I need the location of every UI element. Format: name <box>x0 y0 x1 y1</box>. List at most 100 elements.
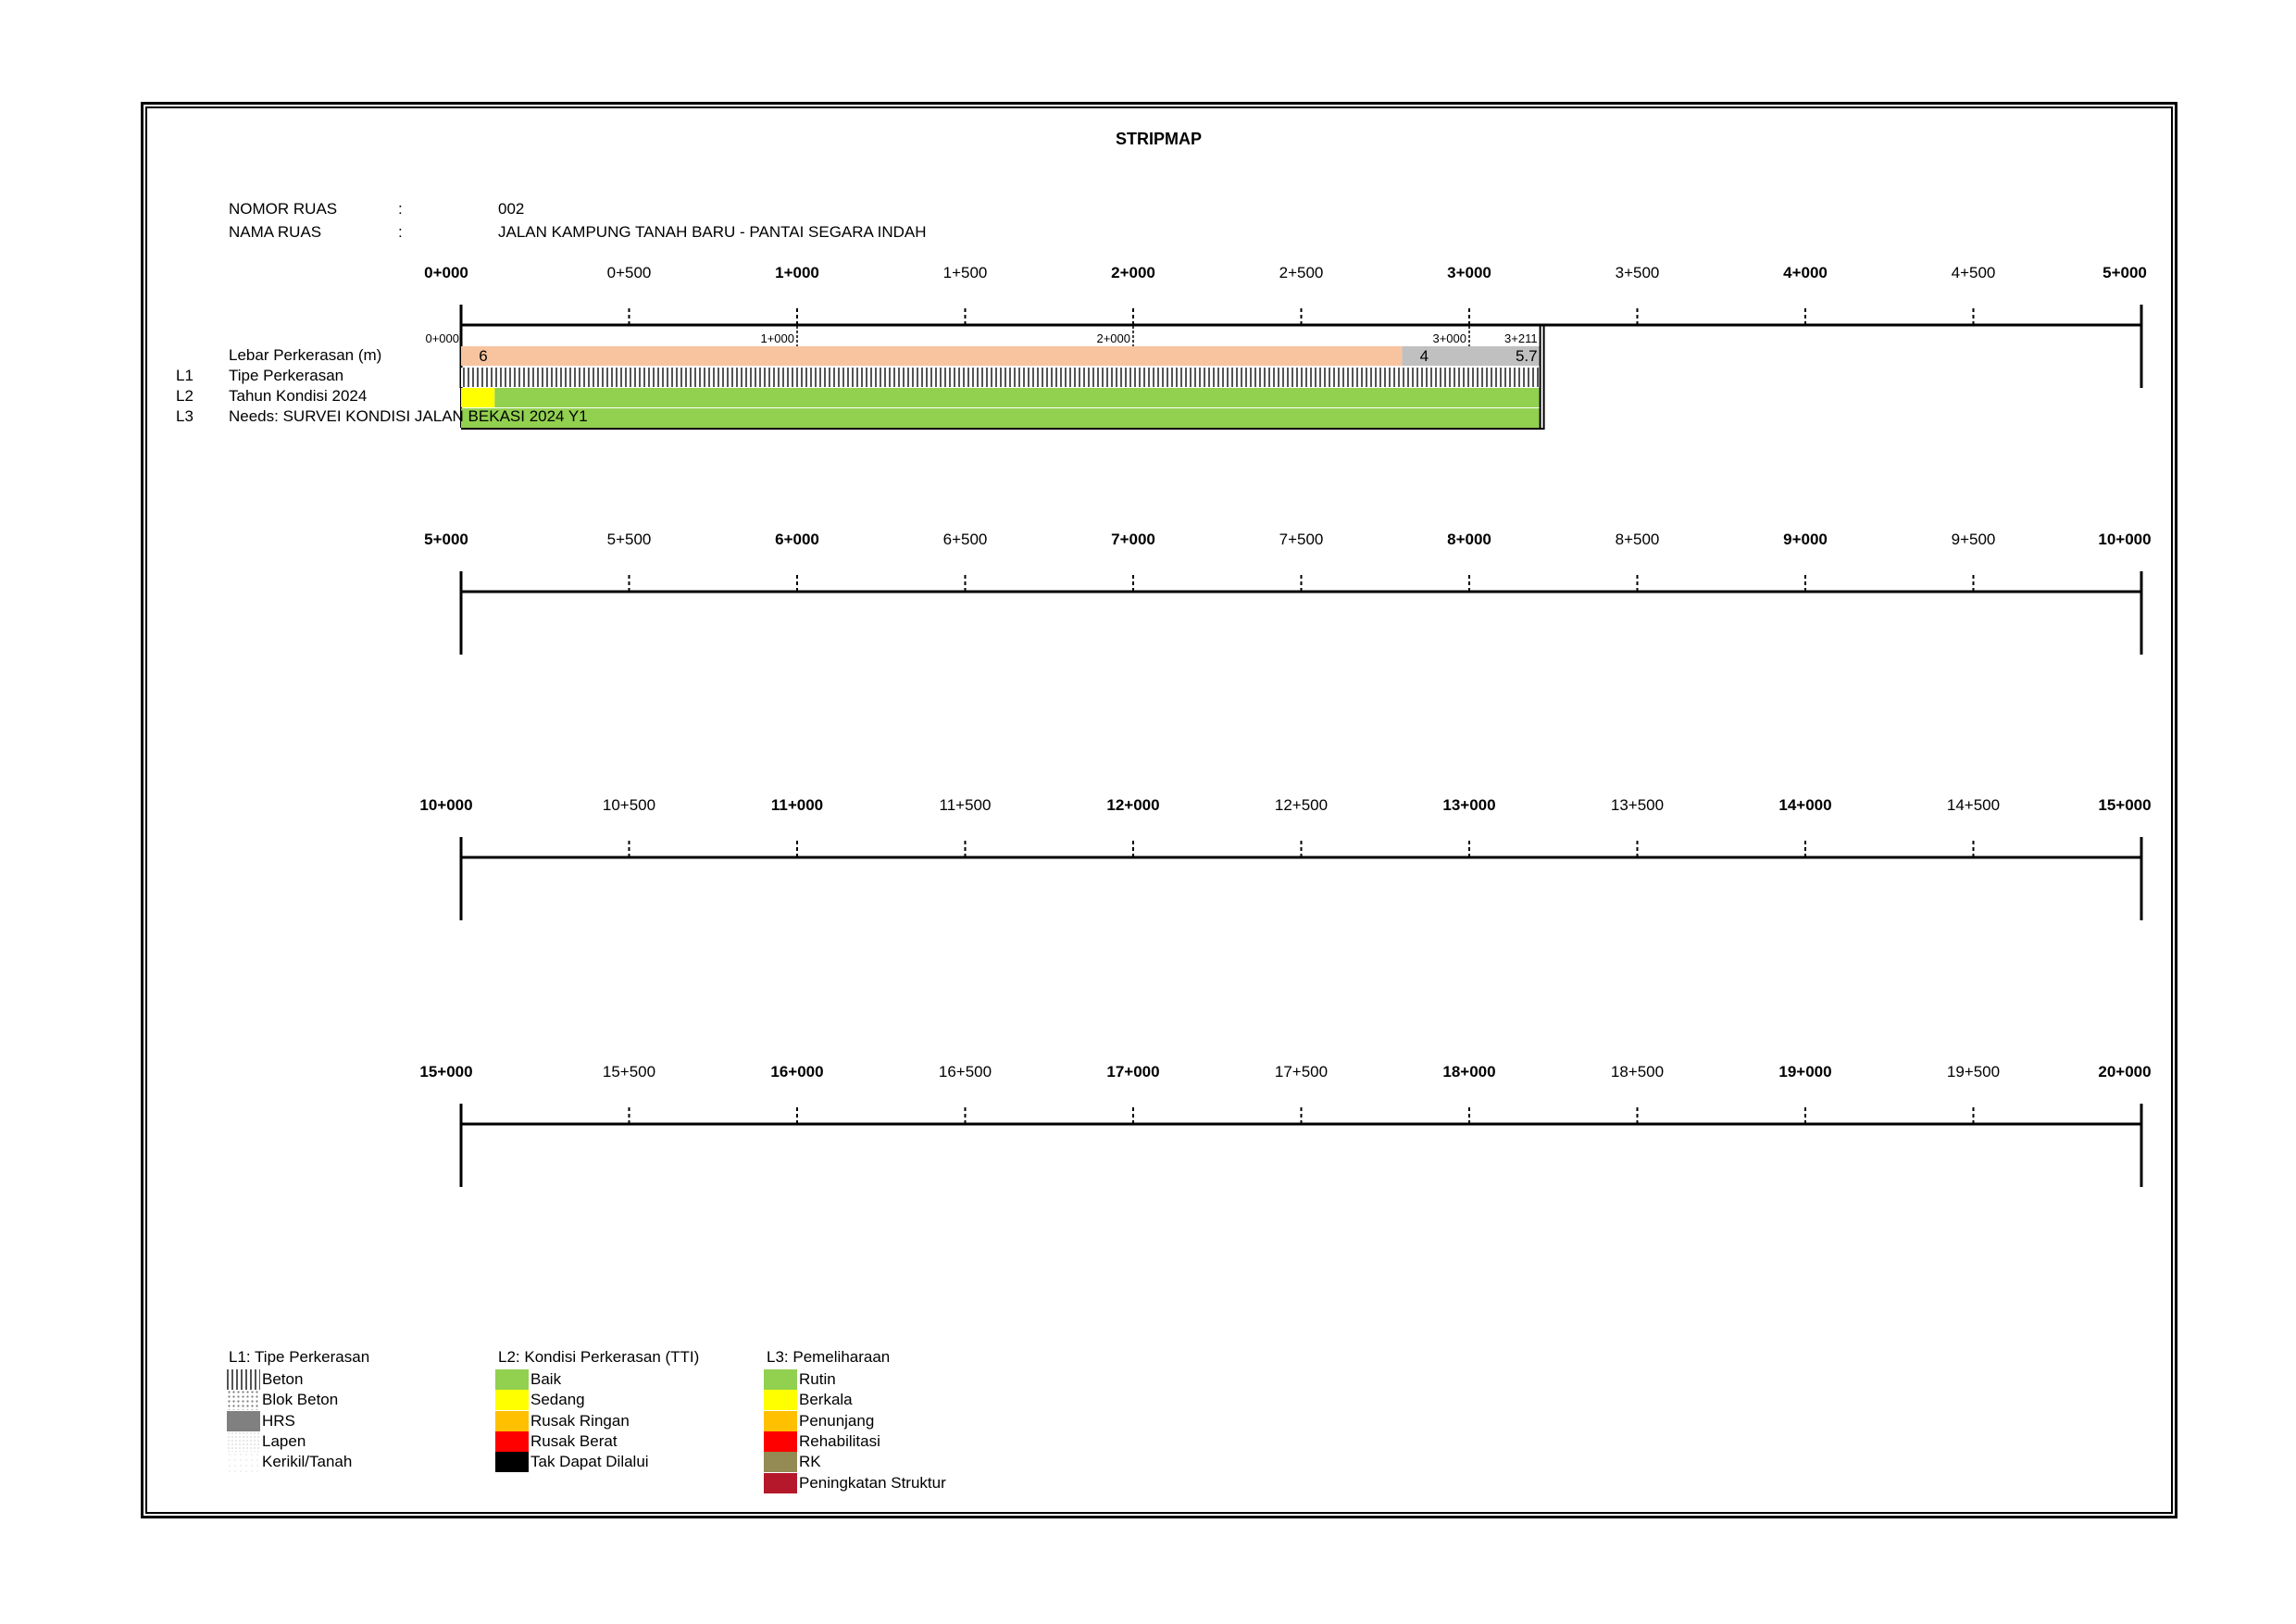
legend-swatch <box>227 1430 260 1452</box>
axis-tick-label: 15+500 <box>603 1063 655 1081</box>
axis-tick-label: 4+000 <box>1783 264 1828 281</box>
axis-tick-label: 5+500 <box>607 531 652 548</box>
axis-tick-label: 17+500 <box>1275 1063 1328 1081</box>
nomor-ruas-value: 002 <box>498 200 525 218</box>
legend-swatch <box>764 1390 797 1411</box>
legend-swatch <box>764 1369 797 1390</box>
axis-tick-label: 19+000 <box>1778 1063 1831 1081</box>
axis-tick-label: 10+000 <box>419 796 472 814</box>
axis-tick-label: 8+500 <box>1616 531 1660 548</box>
axis-tick-label: 10+000 <box>2098 531 2151 548</box>
axis-tick-label: 6+500 <box>943 531 988 548</box>
legend-swatch <box>495 1410 529 1431</box>
legend-swatch <box>764 1472 797 1493</box>
legend-swatch <box>764 1430 797 1452</box>
axis-tick-label: 0+500 <box>607 264 652 281</box>
axis-tick-label: 9+000 <box>1783 531 1828 548</box>
legend-label: Rutin <box>799 1370 836 1388</box>
inner-frame <box>145 106 2173 1514</box>
axis-tick-label: 4+500 <box>1952 264 1996 281</box>
page-title: STRIPMAP <box>1116 130 1203 148</box>
axis-tick-label: 18+500 <box>1611 1063 1664 1081</box>
l2-condition-segment <box>494 388 1541 407</box>
legend-label: Beton <box>262 1370 304 1388</box>
legend-label: Baik <box>530 1370 562 1388</box>
l1-layer-label: Tipe Perkerasan <box>229 367 344 384</box>
axis-tick-label: 1+000 <box>775 264 819 281</box>
legend-swatch <box>227 1452 260 1473</box>
axis-tick-label: 7+500 <box>1279 531 1324 548</box>
axis-tick-label: 5+000 <box>424 531 468 548</box>
nama-ruas-colon: : <box>398 223 403 241</box>
width-value: 4 <box>1420 347 1429 365</box>
nama-ruas-value: JALAN KAMPUNG TANAH BARU - PANTAI SEGARA… <box>498 223 927 241</box>
axis-tick-label: 20+000 <box>2098 1063 2151 1081</box>
legend-label: Peningkatan Struktur <box>799 1473 946 1492</box>
width-layer-label: Lebar Perkerasan (m) <box>229 346 382 364</box>
legend-label: Tak Dapat Dilalui <box>530 1453 649 1471</box>
axis-row: 15+000 15+500 16+000 16+500 17+000 17+500 18+0… <box>419 1063 2152 1187</box>
legend-swatch <box>495 1430 529 1452</box>
legend-label: Sedang <box>530 1391 585 1409</box>
axis-tick-label: 8+000 <box>1447 531 1491 548</box>
axis-tick-label: 9+500 <box>1952 531 1996 548</box>
axis-tick-label: 2+500 <box>1279 264 1324 281</box>
axis-tick-label: 5+000 <box>2103 264 2147 281</box>
axis-tick-label: 12+000 <box>1106 796 1159 814</box>
axis-tick-label: 19+500 <box>1947 1063 2000 1081</box>
legend-swatch <box>227 1369 260 1390</box>
axis-tick-label: 3+000 <box>1447 264 1491 281</box>
axis-tick-label: 11+000 <box>771 796 823 814</box>
legend-l3-title: L3: Pemeliharaan <box>767 1348 891 1366</box>
legend-label: RK <box>799 1453 821 1471</box>
axis-tick-label: 7+000 <box>1111 531 1155 548</box>
legend-swatch <box>227 1390 260 1411</box>
l3-layer-label: Needs: SURVEI KONDISI JALAN BEKASI 2024 … <box>229 407 588 425</box>
axis-tick-label: 3+500 <box>1616 264 1660 281</box>
legend-swatch <box>764 1452 797 1473</box>
road-km-label: 2+000 <box>1096 331 1130 345</box>
axis-tick-label: 17+000 <box>1106 1063 1159 1081</box>
axis-tick-label: 2+000 <box>1111 264 1155 281</box>
axis-tick-label: 15+000 <box>2098 796 2151 814</box>
axis-tick-label: 16+500 <box>939 1063 992 1081</box>
road-km-label: 3+000 <box>1432 331 1466 345</box>
legend-swatch <box>764 1410 797 1431</box>
axis-tick-label: 16+000 <box>770 1063 823 1081</box>
road-km-label: 0+000 <box>425 331 459 345</box>
width-segment <box>1402 346 1541 366</box>
axis-row: 0+000 0+500 1+000 1+500 2+000 2+500 3+000 3+500… <box>424 264 2147 388</box>
l2-condition-segment <box>461 388 495 407</box>
road-km-label: 1+000 <box>760 331 794 345</box>
nomor-ruas-label: NOMOR RUAS <box>229 200 338 218</box>
axis-row: 10+000 10+500 11+000 11+500 12+000 12+500 13+0… <box>419 796 2152 920</box>
l2-code: L2 <box>176 387 193 405</box>
legend-label: Penunjang <box>799 1411 875 1430</box>
width-value: 6 <box>479 347 487 365</box>
legend-label: Rehabilitasi <box>799 1431 880 1450</box>
legend-label: Kerikil/Tanah <box>262 1453 353 1471</box>
axis-row: 5+000 5+500 6+000 6+500 7+000 7+500 8+000 8+500… <box>424 531 2152 655</box>
outer-frame <box>141 102 2177 1518</box>
width-value: 5.7 <box>1516 347 1538 365</box>
legend-label: Berkala <box>799 1391 853 1409</box>
legend-label: Blok Beton <box>262 1391 339 1409</box>
axis-tick-label: 18+000 <box>1442 1063 1495 1081</box>
nama-ruas-label: NAMA RUAS <box>229 223 322 241</box>
l3-needs-segment <box>461 408 1541 428</box>
l2-layer-label: Tahun Kondisi 2024 <box>229 387 368 405</box>
road-km-label: 3+211 <box>1504 331 1538 345</box>
axis-tick-label: 15+000 <box>419 1063 472 1081</box>
width-segment <box>461 346 1403 366</box>
legend-swatch <box>495 1390 529 1411</box>
legend-swatch <box>495 1452 529 1473</box>
legend-label: Rusak Ringan <box>530 1411 630 1430</box>
axis-tick-label: 1+500 <box>943 264 988 281</box>
axis-tick-label: 6+000 <box>775 531 819 548</box>
legend-swatch <box>495 1369 529 1390</box>
axis-tick-label: 13+500 <box>1611 796 1664 814</box>
l1-type-segment <box>461 368 1541 387</box>
axis-tick-label: 14+500 <box>1947 796 2000 814</box>
legend-swatch <box>227 1410 260 1431</box>
